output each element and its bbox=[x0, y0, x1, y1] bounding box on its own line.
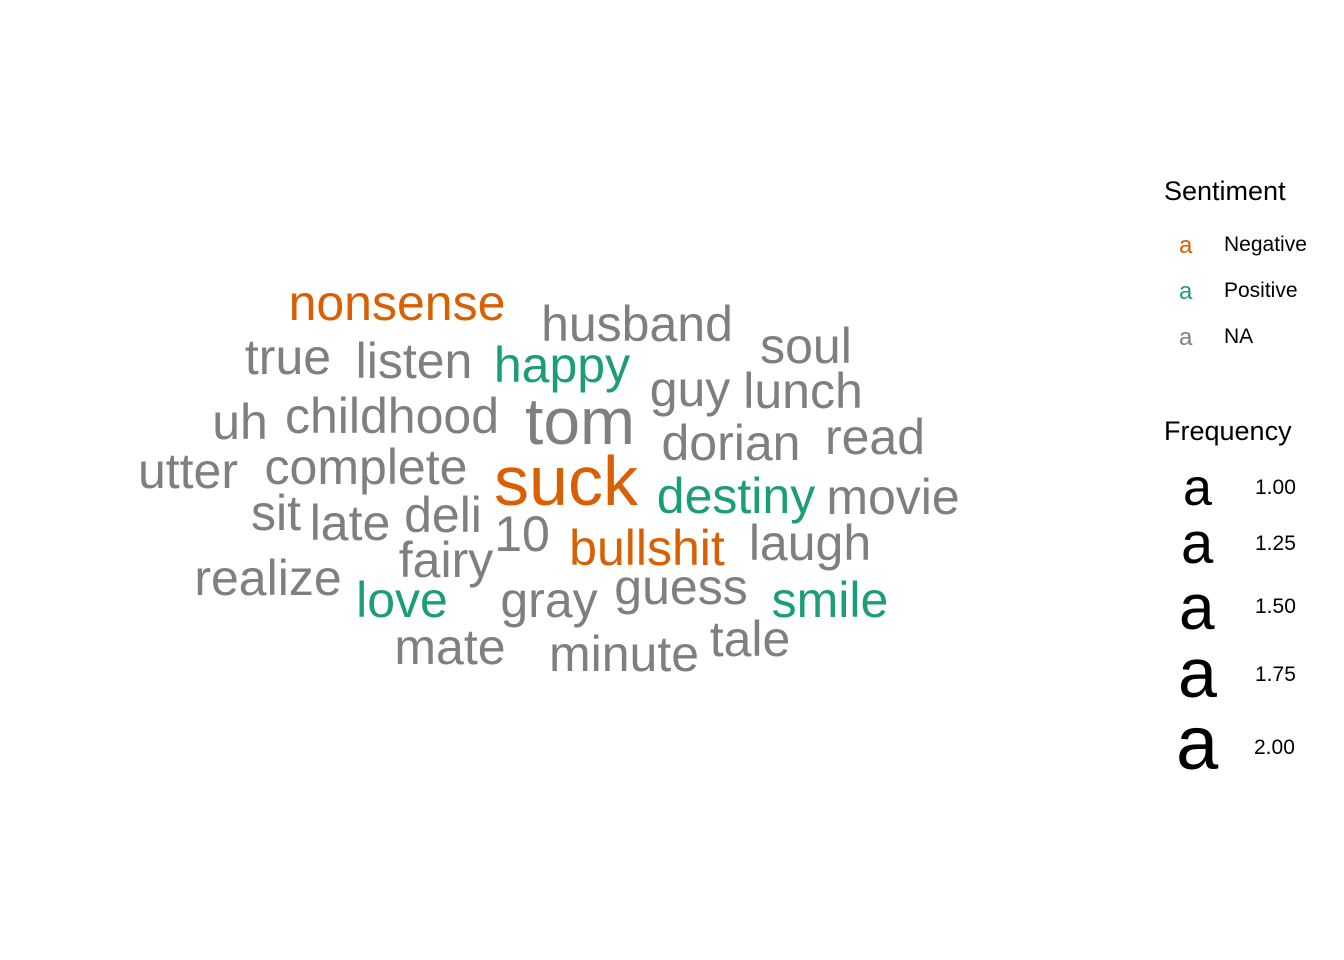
legend-label-freq-1: 1.00 bbox=[1255, 476, 1296, 499]
word-childhood: childhood bbox=[285, 388, 499, 444]
legend-label-negative: Negative bbox=[1224, 233, 1307, 256]
word-suck: suck bbox=[494, 442, 639, 520]
word-realize: realize bbox=[194, 550, 341, 606]
word-10: 10 bbox=[494, 506, 550, 562]
legend-label-freq-5: 2.00 bbox=[1254, 736, 1295, 759]
legend-frequency-title: Frequency bbox=[1164, 416, 1292, 446]
legend-label-na: NA bbox=[1224, 325, 1254, 348]
legend-label-positive: Positive bbox=[1224, 279, 1298, 302]
legend-key-freq-4: a bbox=[1178, 634, 1217, 712]
word-mate: mate bbox=[394, 619, 505, 675]
legend-key-freq-1: a bbox=[1183, 459, 1212, 517]
word-lunch: lunch bbox=[743, 363, 863, 419]
legend-label-freq-4: 1.75 bbox=[1255, 663, 1296, 686]
legend-key-negative: a bbox=[1179, 232, 1193, 259]
word-nonsense: nonsense bbox=[289, 275, 506, 331]
legend-label-freq-2: 1.25 bbox=[1255, 532, 1296, 555]
word-guess: guess bbox=[614, 559, 747, 615]
word-destiny: destiny bbox=[657, 468, 815, 524]
word-movie: movie bbox=[826, 469, 959, 525]
legend-sentiment-title: Sentiment bbox=[1164, 176, 1286, 206]
word-happy: happy bbox=[494, 337, 630, 393]
word-true: true bbox=[245, 329, 331, 385]
legend-key-freq-2: a bbox=[1181, 511, 1214, 576]
word-gray: gray bbox=[500, 572, 597, 628]
legend-label-freq-3: 1.50 bbox=[1255, 595, 1296, 618]
word-uh: uh bbox=[212, 394, 268, 450]
word-dorian: dorian bbox=[662, 415, 801, 471]
word-deli: deli bbox=[404, 487, 482, 543]
legend-key-freq-5: a bbox=[1176, 701, 1219, 786]
word-complete: complete bbox=[265, 439, 468, 495]
word-bullshit: bullshit bbox=[569, 520, 725, 576]
word-soul: soul bbox=[760, 318, 852, 374]
word-guy: guy bbox=[650, 361, 731, 417]
word-husband: husband bbox=[541, 296, 733, 352]
legend-key-na: a bbox=[1179, 324, 1193, 351]
legend-key-freq-3: a bbox=[1179, 571, 1215, 643]
word-minute: minute bbox=[549, 626, 699, 682]
word-tom: tom bbox=[525, 384, 635, 458]
word-listen: listen bbox=[356, 333, 473, 389]
legend-key-positive: a bbox=[1179, 278, 1193, 305]
word-late: late bbox=[310, 495, 391, 551]
word-tale: tale bbox=[710, 611, 791, 667]
word-love: love bbox=[356, 572, 448, 628]
word-smile: smile bbox=[772, 572, 889, 628]
word-laugh: laugh bbox=[749, 515, 871, 571]
word-utter: utter bbox=[138, 443, 238, 499]
word-fairy: fairy bbox=[399, 532, 493, 588]
word-sit: sit bbox=[251, 485, 301, 541]
word-read: read bbox=[825, 409, 925, 465]
